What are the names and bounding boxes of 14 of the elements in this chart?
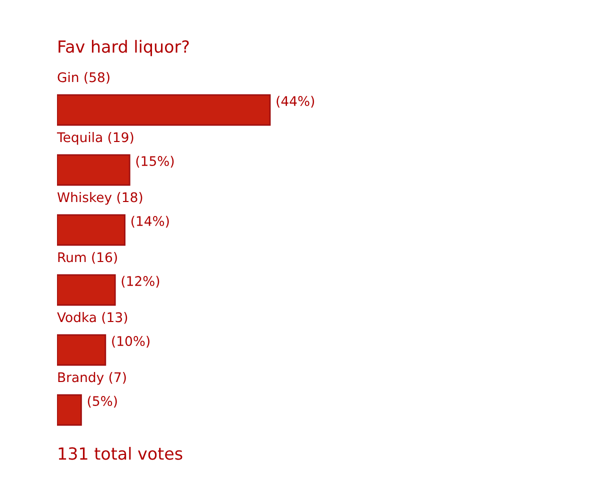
y-tick-label: Whiskey (18) xyxy=(57,192,142,205)
y-tick-label: Gin (58) xyxy=(58,72,110,84)
y-tick-label: Tequila (19) xyxy=(56,132,134,145)
data-label: (15%) xyxy=(136,156,174,168)
data-label: (5%) xyxy=(88,396,117,408)
y-tick-label: Vodka (13) xyxy=(57,312,128,324)
data-label: (12%) xyxy=(122,276,160,288)
y-tick-label: Brandy (7) xyxy=(58,372,126,385)
text: 131 total votes xyxy=(58,446,182,460)
data-label: (10%) xyxy=(112,336,150,348)
data-label: (14%) xyxy=(131,216,169,228)
y-tick-label: Rum (16) xyxy=(58,252,117,264)
data-label: (44%) xyxy=(276,96,314,108)
chart-title: Fav hard liquor? xyxy=(58,40,189,56)
